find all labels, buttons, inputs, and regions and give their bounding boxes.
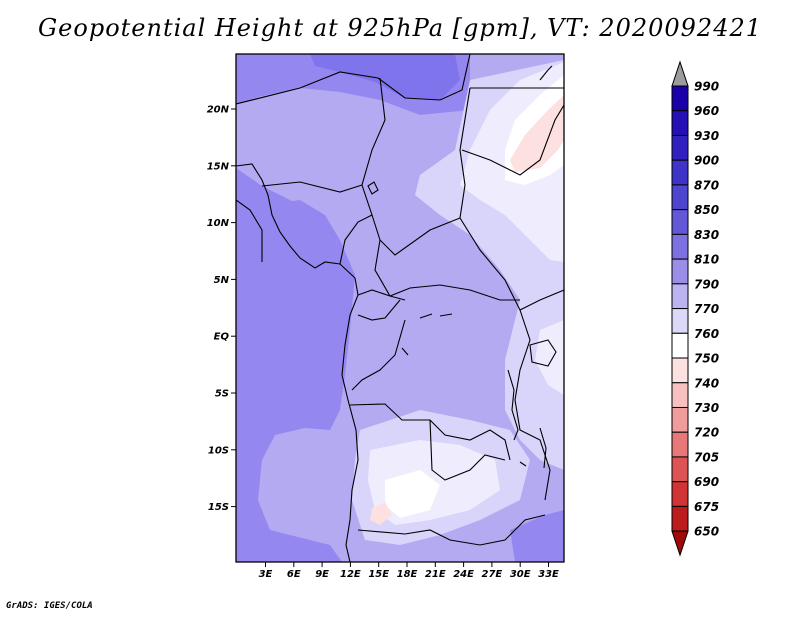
border-east-africa [514,309,551,501]
border-car [374,239,520,301]
border-drc-angola [349,403,511,461]
lake-tanganyika [507,369,519,441]
contour-750-trough [510,95,564,172]
chart-title: Geopotential Height at 925hPa [gpm], VT:… [38,14,762,42]
lon-label: 15E [368,569,389,580]
lat-label: 10S [208,445,229,456]
colorbar-label: 990 [694,80,719,94]
colorbar-label: 870 [694,178,719,192]
footer-credit: GrADS: IGES/COLA [6,601,93,611]
colorbar-swatch [671,357,689,384]
colorbar-bottom-arrow [671,530,689,557]
colorbar-swatch [671,382,689,408]
colorbar-swatch [671,505,689,532]
colorbar-swatch [671,184,689,211]
colorbar-label: 790 [694,277,719,291]
colorbar-label: 760 [694,327,719,341]
border-namibia [357,514,546,546]
border-westafrica [236,199,263,262]
lon-label: 27E [482,569,503,580]
colorbar-swatch [671,456,689,483]
colorbar-swatch [671,431,689,458]
lake-chad [367,181,379,195]
colorbar-label: 705 [694,450,719,464]
latitude-labels: 20N 15N 10N 5N EQ 5S 10S 15S [207,105,236,513]
border-sahel [236,54,471,105]
colorbar-label: 675 [694,500,719,514]
border-congo [351,299,406,391]
colorbar-swatch [671,233,689,260]
lake-victoria [529,339,557,367]
lon-label: 24E [453,569,474,580]
colorbar-swatch [671,85,689,112]
colorbar-swatch [671,209,689,235]
lon-label: 21E [425,569,446,580]
border-cameroon [339,214,406,301]
colorbar-label: 740 [694,376,719,390]
colorbar-label: 930 [694,129,719,143]
colorbar-swatch [671,283,689,310]
height-field [236,54,564,562]
contour-870-north [310,54,460,100]
lon-label: 30E [510,569,531,580]
colorbar-label: 830 [694,228,719,242]
longitude-labels: 3E 6E 9E 12E 15E 18E 21E 24E 27E 30E 33E [259,562,559,580]
border-angola-zambia [429,419,506,481]
colorbar-top-arrow [671,60,689,87]
lon-label: 12E [340,569,361,580]
contour-850-atlantic [236,168,355,562]
colorbar-label: 900 [694,154,719,168]
border-horn [461,104,564,176]
lon-label: 6E [287,569,301,580]
colorbar-label: 810 [694,253,719,267]
colorbar-swatch [671,159,689,186]
lon-label: 3E [259,569,273,580]
lon-label: 9E [315,569,329,580]
lat-label: 15N [207,161,230,172]
boundaries [236,54,564,562]
border-chad [361,77,471,256]
contour-760-south [385,470,440,518]
lon-label: 33E [538,569,559,580]
colorbar-label: 850 [694,203,719,217]
contour-770-lakes [535,320,564,395]
lon-label: 18E [397,569,418,580]
colorbar-label: 690 [694,475,719,489]
map-frame [235,53,565,563]
colorbar-swatch [671,332,689,359]
colorbar-swatch [671,110,689,136]
red-sea-coast [539,65,553,81]
lake-malawi [539,427,547,469]
lat-label: 10N [207,218,230,229]
colorbar-label: 750 [694,352,719,366]
colorbar-swatch [671,406,689,433]
contour-850-southeast [510,510,564,562]
border-niger-nigeria [261,181,363,193]
colorbar-label: 650 [694,525,719,539]
inland-lakes [401,313,527,467]
colorbar-label: 720 [694,426,719,440]
lat-label: 20N [207,105,230,116]
lat-label: 5S [215,389,229,400]
colorbar-label: 960 [694,104,719,118]
contour-850-gulf [262,200,340,260]
coastline-west [236,163,359,562]
border-sudan-south [459,217,564,311]
lat-label: EQ [214,332,230,343]
contour-750-south [370,502,392,525]
lat-label: 15S [208,502,229,513]
lat-label: 5N [214,275,230,286]
colorbar-label: 770 [694,302,719,316]
colorbar-swatch [671,308,689,334]
colorbar-swatch [671,481,689,507]
colorbar-swatch [671,134,689,161]
colorbar-label: 730 [694,401,719,415]
colorbar-swatch [671,258,689,285]
colorbar: 990 960 930 900 870 850 830 810 790 770 760 750 740 7… [671,60,719,557]
